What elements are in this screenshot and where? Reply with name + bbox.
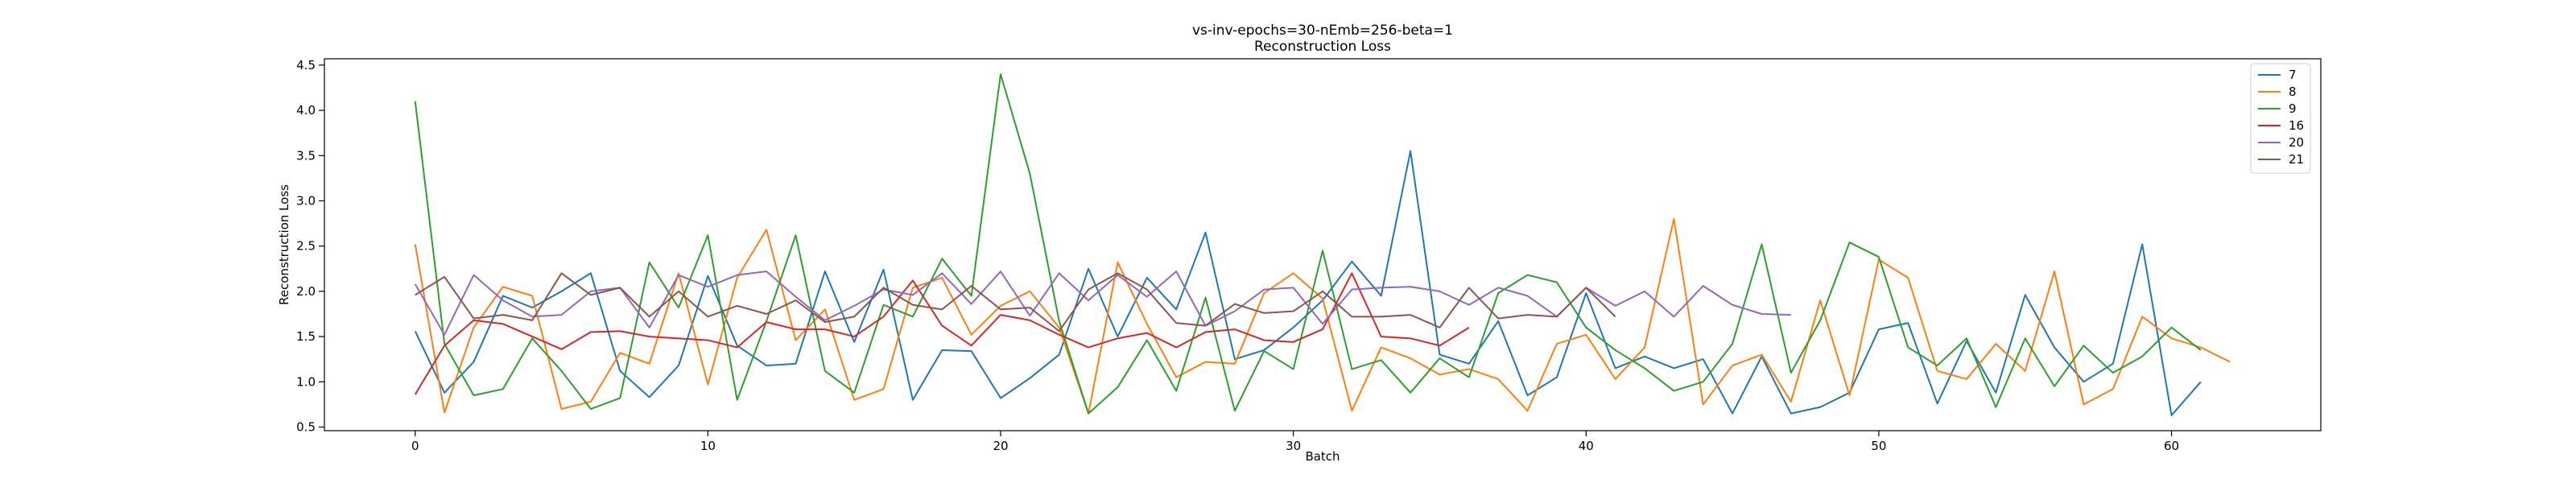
x-tick-label: 20 (993, 439, 1008, 453)
x-tick-label: 30 (1286, 439, 1301, 453)
y-axis-label: Reconstruction Loss (277, 184, 291, 305)
y-tick-label: 1.0 (296, 374, 316, 389)
y-tick-label: 2.0 (296, 284, 316, 299)
x-tick-label: 10 (700, 439, 716, 453)
chart-title: vs-inv-epochs=30-nEmb=256-beta=1 (1192, 23, 1453, 39)
legend-entry-label: 21 (2289, 152, 2304, 167)
legend: 7 8 9 16 20 21 (2250, 63, 2311, 174)
y-tick-label: 4.5 (296, 58, 316, 72)
series-line-7 (414, 150, 2202, 416)
y-tick-label: 2.5 (296, 239, 316, 254)
y-tick-label: 0.5 (296, 420, 316, 435)
plot-area (414, 73, 2231, 416)
series-line-9 (414, 73, 2202, 415)
series-line-16 (414, 272, 1470, 395)
series-line-8 (414, 217, 2231, 415)
series-line-21 (415, 272, 1616, 332)
legend-entry-label: 20 (2289, 135, 2304, 150)
x-axis: 0 10 20 30 40 50 60 (411, 431, 2179, 453)
y-tick-label: 4.0 (296, 103, 316, 118)
x-axis-label: Batch (1305, 449, 1340, 464)
y-tick-label: 1.5 (296, 329, 316, 344)
legend-entry-label: 9 (2289, 101, 2297, 116)
x-tick-label: 40 (1579, 439, 1594, 453)
legend-entry-label: 8 (2289, 85, 2297, 99)
plot-frame (324, 58, 2322, 431)
y-axis: 0.5 1.0 1.5 2.0 2.5 3.0 3.5 4.0 4.5 (296, 58, 324, 435)
x-tick-label: 60 (2164, 439, 2179, 453)
chart-subtitle: Reconstruction Loss (1254, 39, 1391, 55)
legend-entry-label: 16 (2289, 118, 2304, 133)
y-tick-label: 3.5 (296, 148, 316, 163)
x-tick-label: 0 (411, 439, 419, 453)
legend-entry-label: 7 (2289, 68, 2297, 82)
y-tick-label: 3.0 (296, 193, 316, 208)
x-tick-label: 50 (1871, 439, 1886, 453)
